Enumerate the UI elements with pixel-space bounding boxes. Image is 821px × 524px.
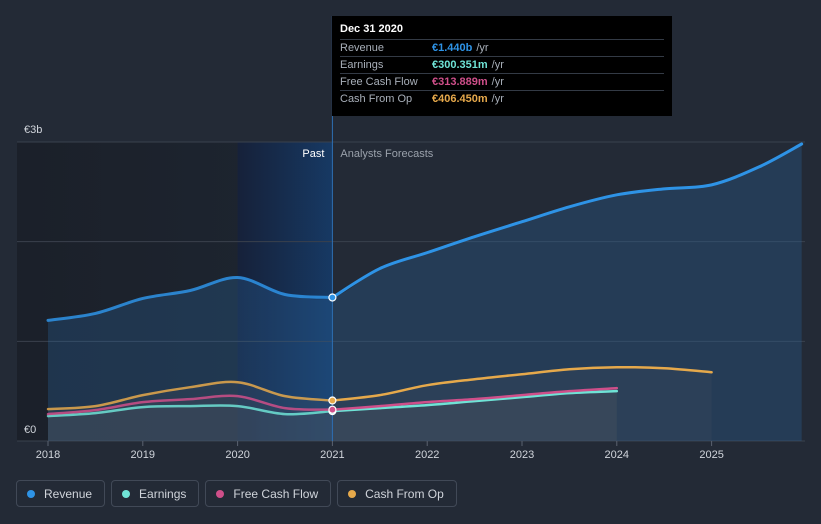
tooltip-unit: /yr: [491, 59, 504, 71]
forecast-label: Analysts Forecasts: [340, 148, 433, 160]
x-tick-label: 2024: [605, 449, 629, 461]
marker-cfo: [328, 396, 337, 405]
legend-label: Cash From Op: [365, 486, 444, 501]
tooltip-row-earnings: Earnings €300.351m /yr: [340, 56, 664, 73]
legend-dot-icon: [27, 489, 35, 498]
tooltip-value: €313.889m: [432, 76, 488, 88]
legend-dot-icon: [216, 489, 225, 498]
past-label: Past: [302, 148, 324, 160]
legend-item-free-cash-flow[interactable]: Free Cash Flow: [205, 480, 332, 507]
marker-revenue: [328, 293, 337, 302]
line-revenue-forecast: [330, 142, 804, 299]
line-fcf-past: [46, 394, 334, 416]
legend-dot-icon: [348, 489, 357, 498]
tooltip-unit: /yr: [476, 42, 489, 54]
legend-item-revenue[interactable]: Revenue: [16, 480, 106, 507]
line-fcf-forecast: [331, 386, 619, 411]
y-tick-label: €3b: [24, 124, 42, 136]
legend-label: Earnings: [139, 486, 187, 501]
x-tick-label: 2019: [131, 449, 155, 461]
tooltip-value: €406.450m: [432, 93, 488, 105]
line-cfo-forecast: [331, 365, 713, 402]
tooltip-unit: /yr: [491, 93, 504, 105]
tooltip-label: Earnings: [340, 59, 384, 71]
legend-label: Revenue: [44, 486, 93, 501]
legend-dot-icon: [122, 489, 131, 498]
legend: Revenue Earnings Free Cash Flow Cash Fro…: [16, 480, 457, 507]
tooltip-row-revenue: Revenue €1.440b /yr: [340, 39, 664, 56]
legend-label: Free Cash Flow: [233, 486, 319, 501]
tooltip-value: €300.351m: [432, 59, 488, 71]
past-region: [17, 142, 238, 441]
x-tick-label: 2022: [415, 449, 439, 461]
legend-item-cash-from-op[interactable]: Cash From Op: [337, 480, 457, 507]
x-tick-label: 2018: [36, 449, 60, 461]
y-tick-label: €0: [24, 424, 36, 436]
marker-fcf: [328, 405, 337, 414]
line-cfo-past: [46, 380, 334, 411]
x-tick-label: 2021: [320, 449, 344, 461]
area-cfo: [48, 367, 712, 441]
x-tick-label: 2023: [510, 449, 534, 461]
tooltip-label: Revenue: [340, 42, 385, 54]
tooltip-value: €1.440b: [432, 42, 473, 54]
tooltip: Dec 31 2020 Revenue €1.440b /yr Earnings…: [332, 16, 672, 116]
highlight-region: [237, 142, 333, 441]
tooltip-row-cfo: Cash From Op €406.450m /yr: [340, 90, 664, 107]
x-tick-label: 2020: [225, 449, 249, 461]
x-tick-label: 2025: [699, 449, 723, 461]
line-revenue-past: [46, 276, 334, 322]
tooltip-row-fcf: Free Cash Flow €313.889m /yr: [340, 73, 664, 90]
line-earnings-forecast: [331, 389, 619, 413]
tooltip-date: Dec 31 2020: [340, 23, 403, 35]
tooltip-label: Cash From Op: [340, 93, 413, 105]
tooltip-label: Free Cash Flow: [340, 76, 418, 88]
tooltip-unit: /yr: [491, 76, 504, 88]
line-earnings-past: [46, 404, 334, 418]
legend-item-earnings[interactable]: Earnings: [111, 480, 200, 507]
